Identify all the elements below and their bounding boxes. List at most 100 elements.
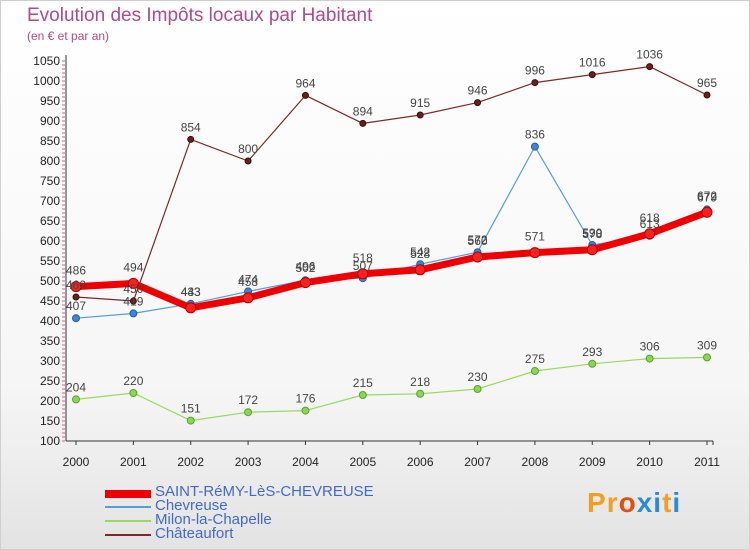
data-label-milon-la-chapelle: 306 (640, 340, 660, 354)
y-tick-label: 900 (40, 114, 60, 128)
data-label-chevreuse: 407 (66, 299, 86, 313)
data-label-chateaufort: 915 (410, 96, 430, 110)
data-label-milon-la-chapelle: 275 (525, 352, 545, 366)
x-tick-label: 2011 (694, 455, 720, 469)
data-label-chateaufort: 1016 (579, 56, 606, 70)
y-tick-label: 600 (40, 234, 60, 248)
data-label-milon-la-chapelle: 172 (238, 393, 258, 407)
data-point-chevreuse (530, 142, 539, 151)
y-tick-label: 100 (40, 434, 60, 448)
data-label-saint-remy-les-chevreuse: 458 (238, 275, 258, 289)
data-label-chateaufort: 800 (238, 142, 258, 156)
data-point-milon-la-chapelle (473, 385, 482, 393)
data-label-chevreuse: 502 (295, 261, 315, 275)
data-label-saint-remy-les-chevreuse: 528 (410, 247, 430, 261)
data-label-saint-remy-les-chevreuse: 494 (123, 260, 143, 274)
y-tick-label: 1000 (33, 74, 60, 88)
data-point-saint-remy-les-chevreuse (185, 302, 197, 314)
data-point-chevreuse (72, 314, 80, 323)
data-label-chevreuse: 542 (410, 245, 430, 259)
legend-swatch (105, 520, 151, 522)
data-label-chateaufort: 946 (468, 84, 488, 98)
data-label-chateaufort: 996 (525, 64, 545, 78)
data-point-chateaufort (244, 157, 252, 165)
proxiti-logo: Proxiti (587, 487, 682, 518)
data-label-chevreuse: 590 (582, 226, 602, 240)
data-point-chateaufort (72, 293, 80, 301)
data-point-chevreuse (129, 309, 138, 318)
y-tick-label: 800 (40, 154, 60, 168)
y-tick-label: 450 (40, 294, 60, 308)
x-tick-label: 2010 (636, 455, 663, 469)
data-point-chateaufort (531, 79, 539, 87)
legend-label: Chevreuse (155, 497, 228, 514)
data-point-milon-la-chapelle (530, 367, 539, 375)
data-point-chateaufort (474, 99, 482, 107)
data-label-milon-la-chapelle: 220 (123, 374, 143, 388)
y-tick-label: 250 (40, 374, 60, 388)
data-label-saint-remy-les-chevreuse: 560 (468, 234, 488, 248)
y-tick-label: 200 (40, 394, 60, 408)
data-point-milon-la-chapelle (358, 391, 367, 399)
y-tick-label: 850 (40, 134, 60, 148)
data-label-milon-la-chapelle: 218 (410, 375, 430, 389)
data-label-saint-remy-les-chevreuse: 571 (525, 230, 545, 244)
data-label-milon-la-chapelle: 309 (697, 338, 717, 352)
y-tick-label: 150 (40, 414, 60, 428)
data-label-milon-la-chapelle: 204 (66, 380, 86, 394)
data-point-chateaufort (301, 91, 309, 99)
data-point-milon-la-chapelle (588, 359, 597, 368)
y-tick-label: 1050 (33, 54, 60, 68)
data-point-saint-remy-les-chevreuse (299, 277, 311, 289)
data-point-saint-remy-les-chevreuse (472, 251, 484, 263)
chart-title: Evolution des Impôts locaux par Habitant (27, 5, 373, 26)
x-tick-label: 2006 (407, 455, 434, 469)
x-tick-label: 2003 (235, 455, 262, 469)
data-point-chateaufort (646, 63, 654, 71)
data-point-saint-remy-les-chevreuse (529, 247, 541, 259)
data-label-saint-remy-les-chevreuse: 496 (295, 260, 315, 274)
data-point-chateaufort (129, 297, 137, 305)
data-point-saint-remy-les-chevreuse (414, 264, 426, 276)
series-line-milon-la-chapelle (75, 356, 708, 422)
data-label-chevreuse: 572 (468, 233, 488, 247)
series-line-saint-remy-les-chevreuse (72, 208, 711, 312)
data-label-saint-remy-les-chevreuse: 578 (582, 227, 602, 241)
data-point-saint-remy-les-chevreuse (127, 277, 139, 289)
data-point-milon-la-chapelle (72, 395, 80, 404)
data-point-milon-la-chapelle (129, 389, 138, 397)
series-line-chateaufort (75, 66, 708, 302)
y-tick-label: 550 (40, 254, 60, 268)
x-tick-label: 2005 (349, 455, 376, 469)
data-label-chateaufort: 965 (697, 76, 717, 90)
data-label-saint-remy-les-chevreuse: 618 (640, 211, 660, 225)
data-label-chateaufort: 460 (66, 278, 86, 292)
data-label-milon-la-chapelle: 293 (582, 345, 602, 359)
data-label-chevreuse: 836 (525, 128, 545, 142)
data-point-chateaufort (187, 135, 195, 143)
y-tick-label: 350 (40, 334, 60, 348)
data-point-saint-remy-les-chevreuse (242, 292, 254, 304)
data-point-chateaufort (703, 91, 711, 99)
data-point-saint-remy-les-chevreuse (701, 206, 713, 218)
data-label-saint-remy-les-chevreuse: 672 (697, 189, 717, 203)
data-label-milon-la-chapelle: 151 (181, 402, 201, 416)
legend-label: Milon-la-Chapelle (155, 511, 272, 528)
x-tick-label: 2009 (579, 455, 606, 469)
y-tick-label: 700 (40, 194, 60, 208)
data-label-milon-la-chapelle: 230 (468, 370, 488, 384)
data-point-milon-la-chapelle (703, 353, 711, 362)
x-tick-label: 2001 (120, 455, 147, 469)
data-point-chateaufort (588, 71, 596, 79)
y-tick-label: 400 (40, 314, 60, 328)
y-tick-label: 950 (40, 94, 60, 108)
legend-swatch (105, 506, 151, 508)
x-tick-label: 2002 (177, 455, 204, 469)
data-point-milon-la-chapelle (244, 408, 253, 417)
data-point-milon-la-chapelle (301, 406, 310, 415)
data-label-milon-la-chapelle: 215 (353, 376, 373, 390)
data-point-milon-la-chapelle (416, 389, 425, 398)
y-tick-label: 500 (40, 274, 60, 288)
chart-subtitle: (en € et par an) (27, 29, 110, 43)
data-point-milon-la-chapelle (645, 354, 654, 363)
